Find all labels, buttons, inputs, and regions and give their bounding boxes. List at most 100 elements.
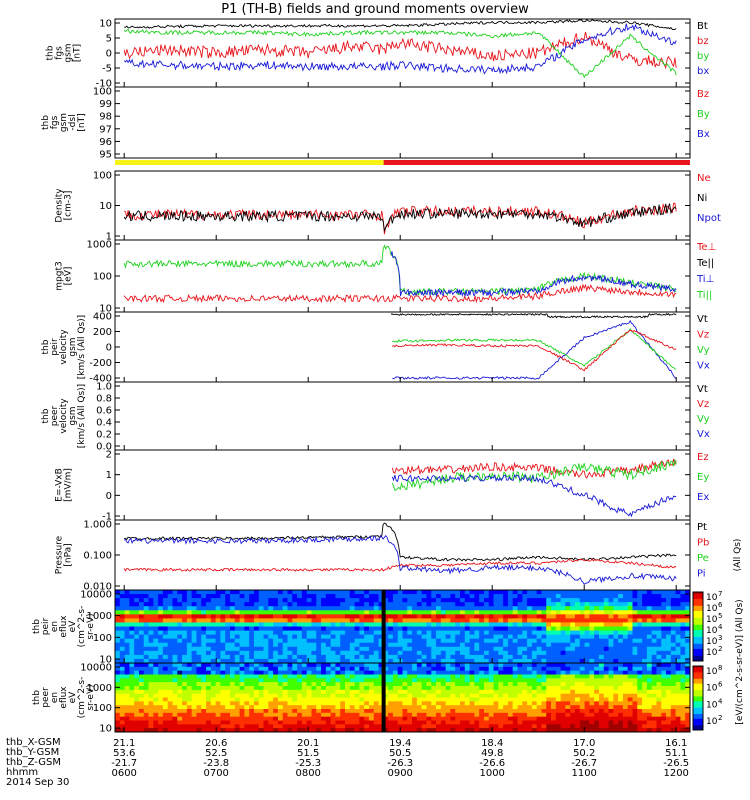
y-axis-label: eflux xyxy=(59,686,69,709)
spectrogram-cell xyxy=(460,610,466,615)
spectrogram-cell xyxy=(512,709,518,714)
spectrogram-cell xyxy=(311,701,317,706)
spectrogram-cell xyxy=(287,602,293,607)
spectrogram-cell xyxy=(551,686,557,691)
spectrogram-cell xyxy=(675,728,681,733)
spectrogram-cell xyxy=(373,697,379,702)
spectrogram-cell xyxy=(670,626,677,631)
spectrogram-cell xyxy=(359,716,365,721)
spectrogram-cell xyxy=(483,618,490,623)
spectrogram-cell xyxy=(412,720,418,725)
spectrogram-cell xyxy=(282,716,288,721)
spectrogram-cell xyxy=(134,716,140,721)
spectrogram-cell xyxy=(570,642,576,648)
spectrogram-cell xyxy=(378,654,384,660)
spectrogram-cell xyxy=(536,598,542,603)
spectrogram-cell xyxy=(507,674,514,679)
spectrogram-cell xyxy=(287,622,293,627)
y-tick-label: 10000 xyxy=(80,590,112,601)
spectrogram-cell xyxy=(541,654,547,660)
spectrogram-cell xyxy=(268,720,274,725)
spectrogram-cell xyxy=(282,618,288,623)
spectrogram-cell xyxy=(301,697,308,702)
spectrogram-cell xyxy=(541,666,547,672)
spectrogram-cell xyxy=(531,646,538,652)
spectrogram-cell xyxy=(277,626,284,631)
spectrogram-cell xyxy=(469,630,475,636)
spectrogram-cell xyxy=(277,689,284,695)
spectrogram-cell xyxy=(210,658,217,664)
spectrogram-cell xyxy=(225,638,231,644)
spectrogram-cell xyxy=(661,709,667,714)
spectrogram-cell xyxy=(292,693,298,698)
spectrogram-cell xyxy=(311,638,317,644)
spectrogram-cell xyxy=(129,689,135,695)
spectrogram-cell xyxy=(503,646,509,652)
spectrogram-cell xyxy=(680,658,686,664)
spectrogram-cell xyxy=(416,606,423,611)
spectrogram-cell xyxy=(277,701,284,706)
spectrogram-cell xyxy=(115,674,121,679)
spectrogram-cell xyxy=(512,693,518,698)
y-axis-label: thb xyxy=(46,45,56,60)
spectrogram-cell xyxy=(469,724,475,729)
spectrogram-cell xyxy=(325,610,332,615)
spectrogram-cell xyxy=(579,674,585,679)
spectrogram-cell xyxy=(311,590,317,595)
spectrogram-cell xyxy=(124,626,130,631)
spectrogram-cell xyxy=(234,602,240,607)
spectrogram-cell xyxy=(138,709,145,714)
colorbar-cell xyxy=(693,628,703,631)
spectrogram-cell xyxy=(239,614,245,619)
spectrogram-cell xyxy=(388,716,394,721)
spectrogram-cell xyxy=(464,720,470,725)
spectrogram-cell xyxy=(397,678,403,683)
spectrogram-cell xyxy=(416,642,423,648)
spectrogram-cell xyxy=(354,693,360,698)
spectrogram-cell xyxy=(426,712,432,718)
spectrogram-cell xyxy=(560,650,566,656)
spectrogram-cell xyxy=(680,594,686,599)
spectrogram-cell xyxy=(220,658,226,664)
spectrogram-cell xyxy=(498,701,504,706)
spectrogram-cell xyxy=(210,724,217,729)
spectrogram-cell xyxy=(325,670,332,675)
spectrogram-cell xyxy=(167,705,173,710)
spectrogram-cell xyxy=(685,594,691,599)
spectrogram-cell xyxy=(119,614,125,619)
spectrogram-cell xyxy=(460,712,466,718)
spectrogram-cell xyxy=(565,650,571,656)
spectrogram-cell xyxy=(598,594,605,599)
spectrogram-cell xyxy=(661,720,667,725)
spectrogram-cell xyxy=(263,638,269,644)
spectrogram-cell xyxy=(134,606,140,611)
spectrogram-cell xyxy=(412,642,418,648)
spectrogram-cell xyxy=(134,590,140,595)
spectrogram-cell xyxy=(517,674,523,679)
colorbar-cell xyxy=(693,696,703,699)
spectrogram-cell xyxy=(172,705,178,710)
spectrogram-cell xyxy=(416,598,423,603)
spectrogram-cell xyxy=(402,670,408,675)
spectrogram-cell xyxy=(627,716,633,721)
spectrogram-cell xyxy=(402,716,408,721)
spectrogram-cell xyxy=(273,646,279,652)
spectrogram-cell xyxy=(215,602,221,607)
spectrogram-cell xyxy=(196,642,202,648)
spectrogram-cell xyxy=(340,618,346,623)
spectrogram-cell xyxy=(201,663,207,668)
spectrogram-cell xyxy=(210,634,217,640)
spectrogram-cell xyxy=(460,634,466,640)
spectrogram-cell xyxy=(220,634,226,640)
spectrogram-cell xyxy=(560,606,566,611)
spectrogram-cell xyxy=(642,689,648,695)
spectrogram-cell xyxy=(565,670,571,675)
spectrogram-cell xyxy=(522,630,528,636)
colorbar-cell xyxy=(693,712,703,715)
spectrogram-cell xyxy=(230,658,236,664)
spectrogram-cell xyxy=(177,728,183,733)
spectrogram-cell xyxy=(153,598,159,603)
spectrogram-cell xyxy=(594,720,600,725)
y-axis-label: peer xyxy=(41,687,51,708)
spectrogram-cell xyxy=(119,716,125,721)
